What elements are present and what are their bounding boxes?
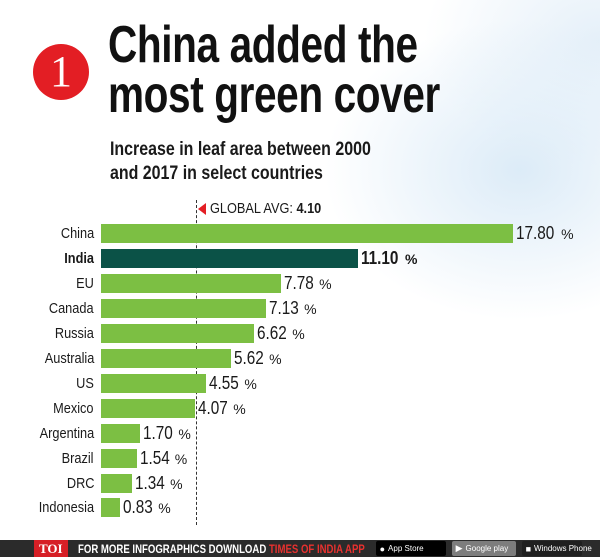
bar-row-argentina: Argentina 1.70% [0,422,600,443]
footer-banner: TOI FOR MORE INFOGRAPHICS DOWNLOAD TIMES… [0,540,600,557]
bar-value: 1.70% [143,422,191,443]
bar-row-brazil: Brazil 1.54% [0,447,600,468]
bar-row-russia: Russia 6.62% [0,322,600,343]
bar-row-mexico: Mexico 4.07% [0,397,600,418]
bar-row-us: US 4.55% [0,372,600,393]
bar [101,498,121,518]
bar [101,273,282,293]
bar-value: 1.54% [139,447,188,468]
bar-value: 4.07% [198,397,246,418]
bar-row-china: China 17.80% [0,223,600,243]
bar-label: Argentina [39,424,94,442]
chart-subtitle: Increase in leaf area between 2000 and 2… [110,138,371,186]
bar-label: Indonesia [38,499,94,517]
bar [101,398,196,418]
title-line-2: most green cover [108,66,440,124]
bar-value: 7.78% [284,272,332,293]
windows-phone-button[interactable]: ■ Windows Phone [521,541,592,556]
bar [101,348,232,368]
google-play-button[interactable]: ▶ Google play [451,541,516,556]
arrow-left-icon [198,202,206,215]
windows-icon: ■ [525,543,532,554]
global-average-label: GLOBAL AVG: 4.10 [198,200,341,217]
page-title: China added the most green cover [108,16,440,124]
bar-value: 7.13% [269,297,317,318]
play-icon: ▶ [455,543,463,553]
bar [101,298,267,318]
bar-value: 11.10% [360,247,418,268]
bar-label: Mexico [53,399,94,417]
bar-label: EU [76,274,94,292]
bar-row-eu: EU 7.78% [0,272,600,293]
global-average-value: 4.10 [296,200,322,217]
app-store-button[interactable]: ● App Store [375,541,446,556]
apple-icon: ● [379,543,386,554]
bar [101,423,141,443]
bar-label: DRC [66,474,94,492]
bar-value: 6.62% [257,322,305,343]
bar [101,248,358,268]
bar-label: Brazil [62,449,94,467]
bar [101,323,255,343]
bar-label: China [60,225,94,242]
bar-row-canada: Canada 7.13% [0,297,600,318]
title-line-1: China added the [108,16,418,74]
footer-brand: TIMES OF INDIA APP [268,541,365,556]
bar-value: 17.80% [516,223,574,243]
subtitle-line-1: Increase in leaf area between 2000 [110,139,371,160]
bar-row-drc: DRC 1.34% [0,472,600,493]
bar-label: India [64,249,94,267]
bar-value: 4.55% [209,372,257,393]
footer-text: FOR MORE INFOGRAPHICS DOWNLOAD [77,541,269,556]
bar-row-india: India 11.10% [0,247,600,268]
bar-row-indonesia: Indonesia 0.83% [0,497,600,518]
bar [101,473,133,493]
global-average-text: GLOBAL AVG: [210,200,297,217]
bar-label: Russia [55,324,94,342]
bar-value: 0.83% [123,497,171,518]
bar-value: 1.34% [135,472,183,493]
subtitle-line-2: and 2017 in select countries [110,163,323,184]
bar [101,448,137,468]
bar-value: 5.62% [234,347,282,368]
background [0,0,600,537]
bar [101,224,514,243]
bar-label: Australia [44,349,94,367]
number-badge: 1 [33,44,89,100]
bar-label: Canada [49,299,94,317]
toi-logo: TOI [34,540,68,557]
bar-label: US [76,374,94,392]
bar-row-australia: Australia 5.62% [0,347,600,368]
bar [101,373,207,393]
